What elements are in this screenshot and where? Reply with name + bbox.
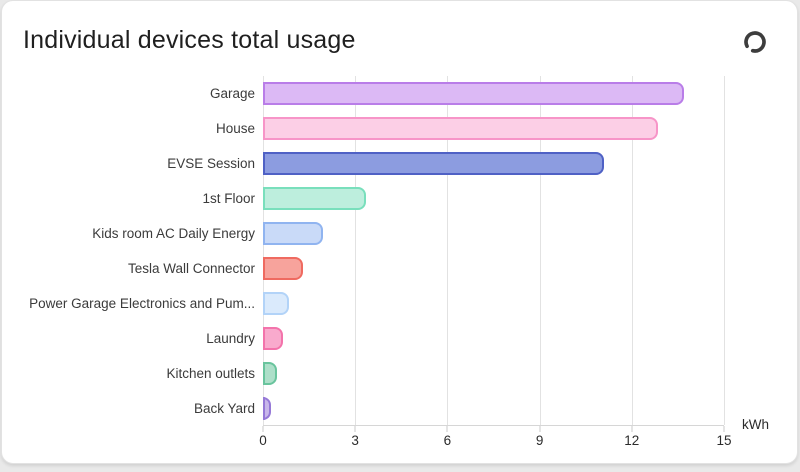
gridline bbox=[447, 76, 449, 425]
x-tick-mark bbox=[262, 426, 264, 432]
x-tick-mark bbox=[539, 426, 541, 432]
x-axis: 0 3 6 9 12 15 bbox=[259, 426, 732, 456]
gridline bbox=[263, 76, 264, 425]
refresh-button[interactable] bbox=[741, 28, 769, 56]
x-tick-label: 3 bbox=[351, 433, 359, 448]
gridline bbox=[539, 76, 541, 425]
gridline bbox=[724, 76, 725, 425]
card-title: Individual devices total usage bbox=[23, 26, 356, 54]
bar[interactable] bbox=[263, 152, 605, 175]
gridline bbox=[631, 76, 633, 425]
bar[interactable] bbox=[263, 187, 366, 210]
bar[interactable] bbox=[263, 292, 290, 315]
y-axis-labels: Garage House EVSE Session 1st Floor Kids roo… bbox=[2, 76, 255, 426]
y-axis-label: Garage bbox=[209, 86, 255, 101]
y-axis-label: Power Garage Electronics and Pum... bbox=[29, 296, 255, 311]
bar[interactable] bbox=[263, 257, 303, 280]
bar-chart: Garage House EVSE Session 1st Floor Kids roo… bbox=[2, 1, 797, 463]
usage-card: Individual devices total usage Garage Hou… bbox=[1, 0, 798, 464]
x-tick-label: 6 bbox=[443, 433, 452, 448]
y-axis-label: Back Yard bbox=[193, 401, 255, 416]
bar[interactable] bbox=[263, 327, 283, 350]
y-axis-label: Kitchen outlets bbox=[166, 366, 255, 381]
y-axis-label: 1st Floor bbox=[202, 191, 255, 206]
bar[interactable] bbox=[263, 222, 323, 245]
gridline bbox=[355, 76, 357, 425]
plot-area bbox=[263, 76, 725, 426]
x-tick-label: 0 bbox=[259, 433, 267, 448]
y-axis-label: House bbox=[215, 121, 255, 136]
y-axis-label: Tesla Wall Connector bbox=[127, 261, 255, 276]
x-tick-mark bbox=[723, 426, 725, 432]
x-tick-label: 15 bbox=[716, 433, 732, 448]
y-axis-label: Laundry bbox=[206, 331, 255, 346]
y-axis-label: EVSE Session bbox=[167, 156, 255, 171]
bar[interactable] bbox=[263, 397, 271, 420]
y-axis-label: Kids room AC Daily Energy bbox=[92, 226, 255, 241]
axis-unit-label: kWh bbox=[742, 417, 769, 432]
bar[interactable] bbox=[263, 82, 685, 105]
x-tick-mark bbox=[631, 426, 633, 432]
bar[interactable] bbox=[263, 117, 658, 140]
bar[interactable] bbox=[263, 362, 277, 385]
refresh-icon bbox=[744, 31, 766, 53]
x-tick-mark bbox=[354, 426, 356, 432]
x-tick-label: 9 bbox=[535, 433, 544, 448]
x-tick-label: 12 bbox=[624, 433, 640, 448]
x-tick-mark bbox=[446, 426, 448, 432]
